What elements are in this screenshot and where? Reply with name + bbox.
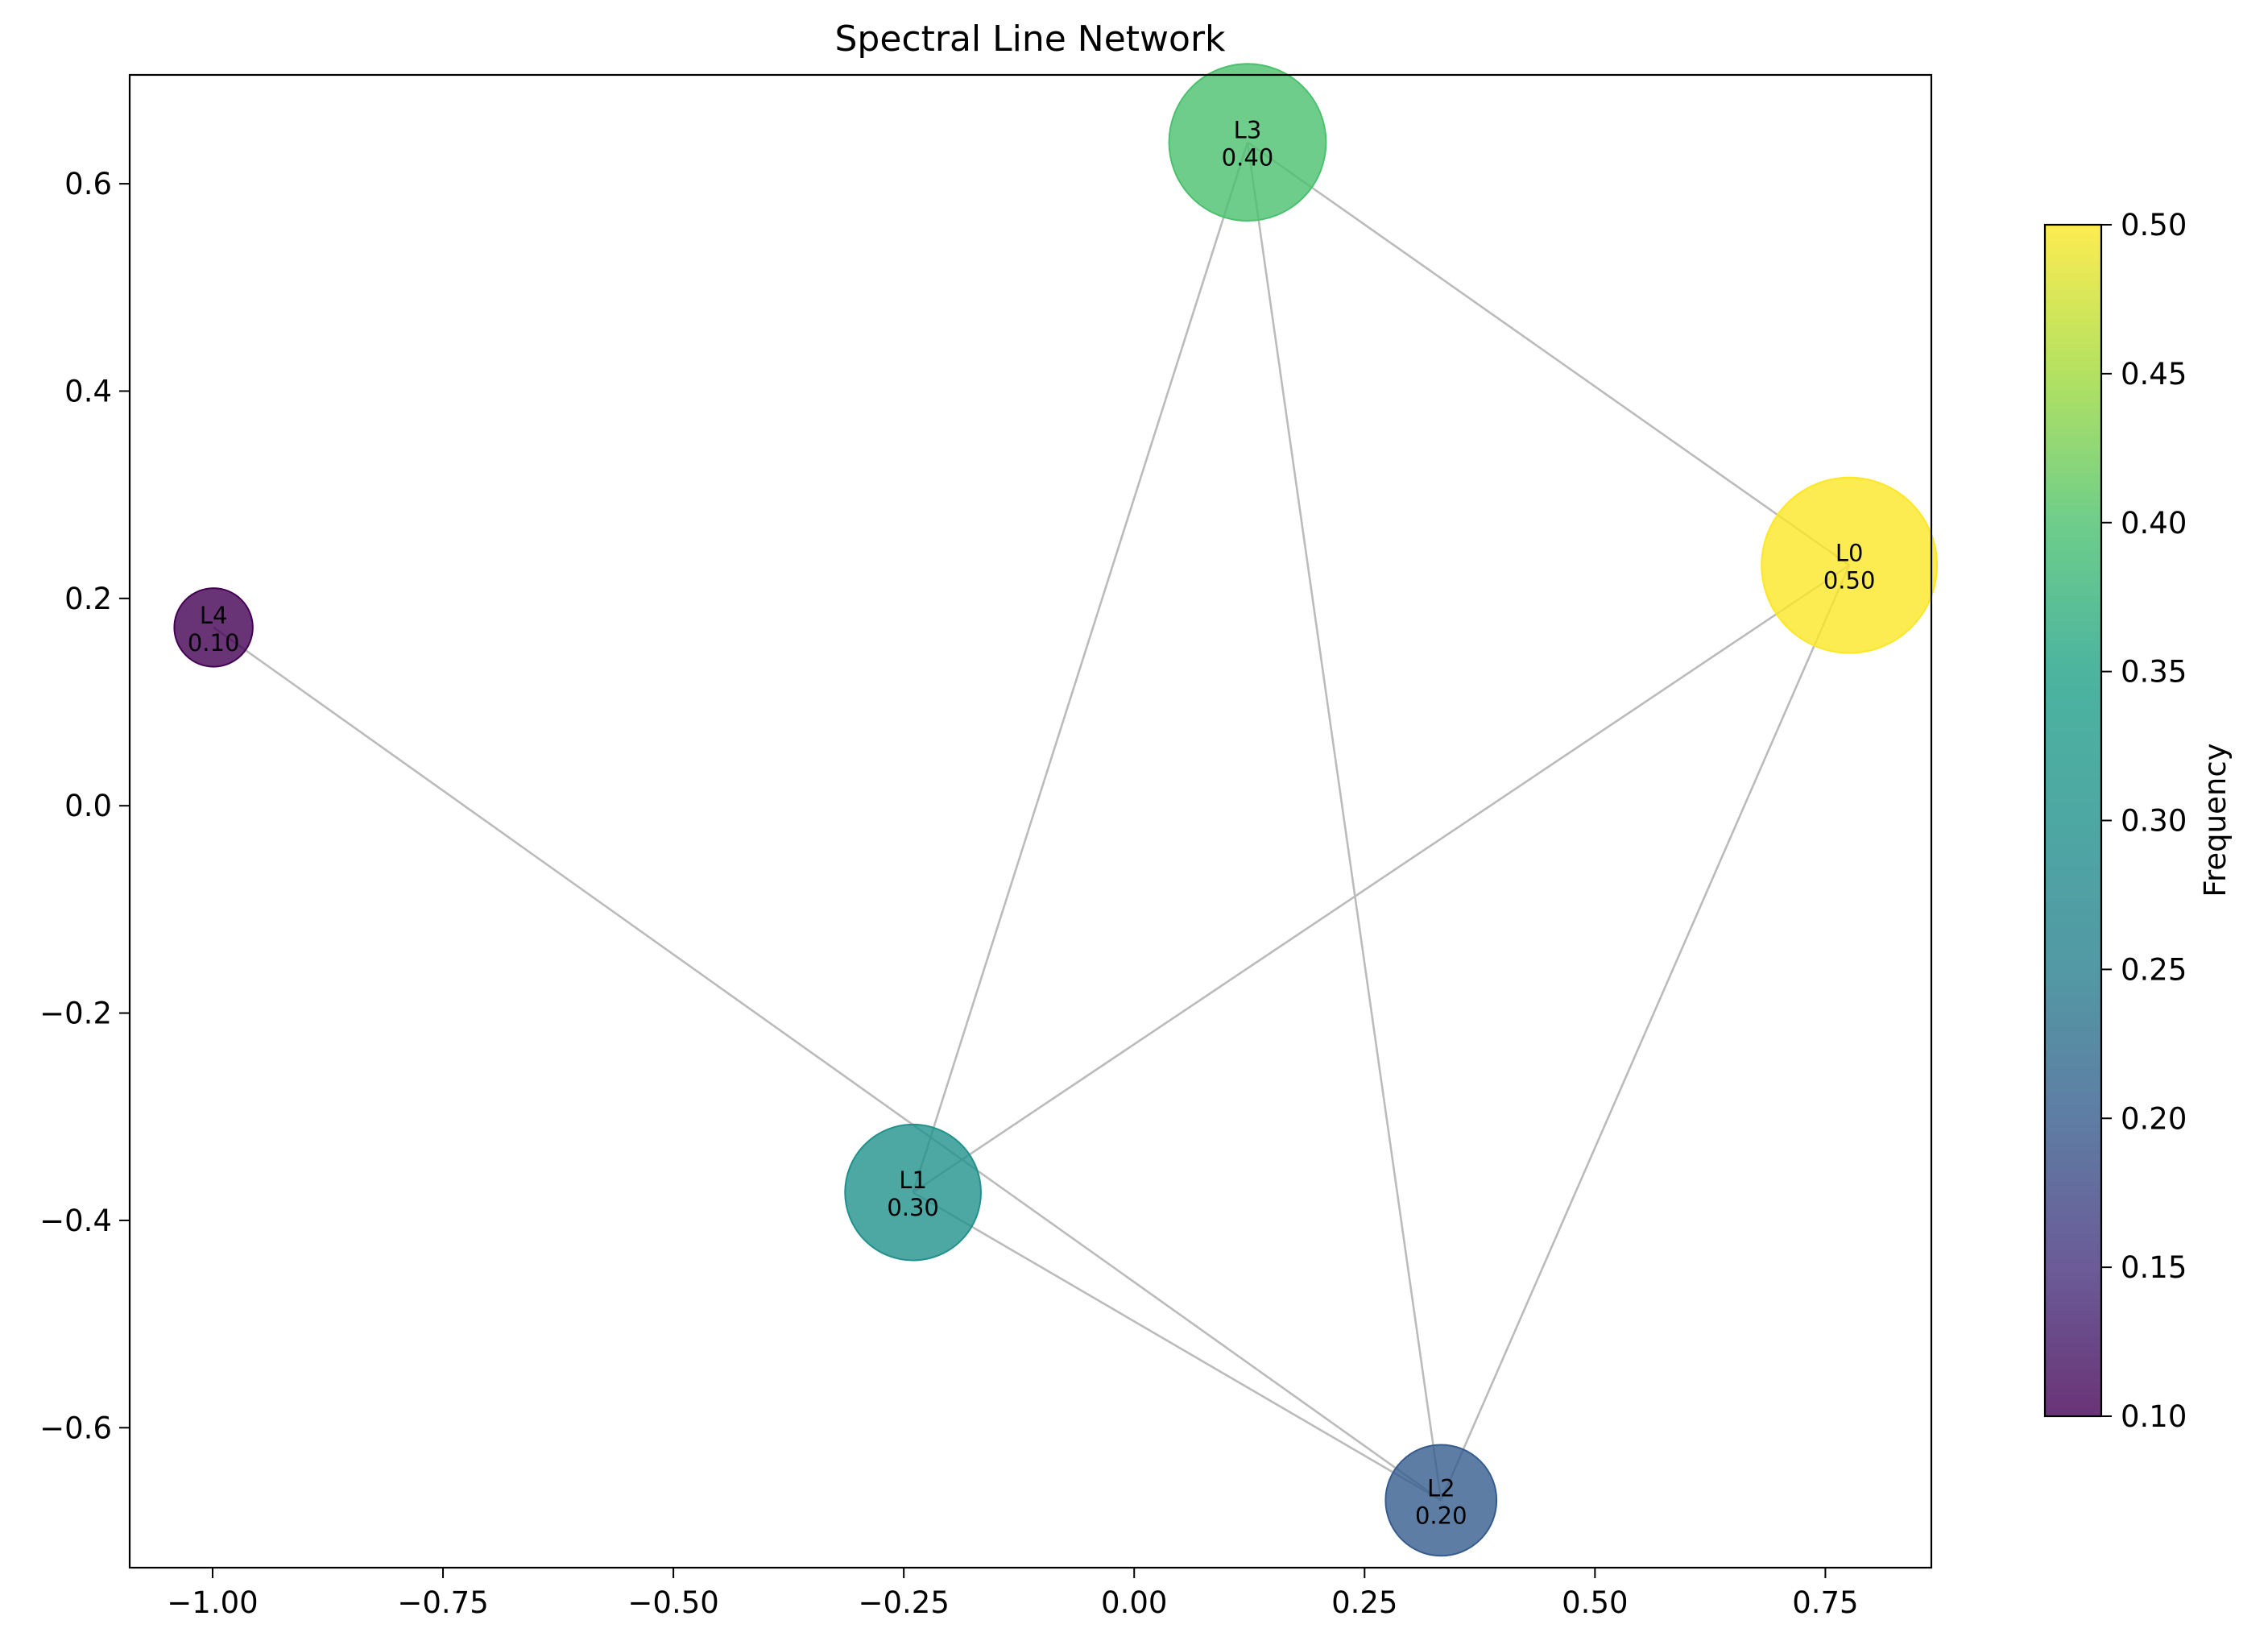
edges-layer <box>213 141 1851 1502</box>
x-tick-label: 0.25 <box>1331 1585 1397 1620</box>
y-tick-label: 0.2 <box>64 582 112 616</box>
nodes-layer <box>173 63 1939 1557</box>
node-L0-frequency-label: 0.50 <box>1823 567 1876 595</box>
node-L4 <box>173 587 254 668</box>
colorbar-tick-label: 0.40 <box>2121 506 2187 541</box>
edge-L0-L2 <box>1440 565 1851 1501</box>
node-L2 <box>1384 1444 1498 1557</box>
colorbar-tick-label: 0.45 <box>2121 357 2187 392</box>
colorbar-gradient <box>2045 225 2101 1416</box>
node-labels-layer: L00.50 L10.30 L20.20 L30.40 L40.10 <box>188 117 1876 1530</box>
colorbar: 0.50 0.45 0.40 0.35 0.30 0.25 0.20 0.15 0.10 Fre… <box>2043 208 2233 1434</box>
colorbar-tick-label: 0.20 <box>2121 1101 2187 1136</box>
x-axis: −1.00 −0.75 −0.50 −0.25 0.00 0.25 0.50 0.75 <box>167 1568 1859 1620</box>
x-tick-label: 0.50 <box>1562 1585 1628 1620</box>
node-L1-name-label: L1 <box>899 1166 927 1194</box>
y-tick-label: −0.2 <box>39 997 112 1031</box>
node-L2-name-label: L2 <box>1427 1474 1455 1502</box>
y-axis: 0.6 0.4 0.2 0.0 −0.2 −0.4 −0.6 <box>39 167 130 1445</box>
chart-title: Spectral Line Network <box>834 19 1226 60</box>
node-L1-frequency-label: 0.30 <box>887 1194 939 1221</box>
node-L2-frequency-label: 0.20 <box>1415 1502 1467 1529</box>
x-tick-label: 0.75 <box>1792 1585 1858 1620</box>
node-L3 <box>1168 63 1327 222</box>
x-tick-label: 0.00 <box>1101 1585 1167 1620</box>
colorbar-tick-label: 0.10 <box>2121 1399 2187 1434</box>
colorbar-tick-label: 0.35 <box>2121 655 2187 690</box>
node-L4-frequency-label: 0.10 <box>188 629 240 657</box>
x-tick-label: −1.00 <box>167 1585 258 1620</box>
colorbar-tick-label: 0.30 <box>2121 804 2187 839</box>
edge-L0-L1 <box>912 564 1850 1194</box>
node-L0 <box>1761 476 1939 654</box>
plot-frame <box>128 73 1933 1569</box>
edge-L4-L2 <box>213 626 1442 1502</box>
y-tick-label: −0.6 <box>39 1411 112 1445</box>
node-L1 <box>844 1123 982 1262</box>
colorbar-label: Frequency <box>2198 743 2233 897</box>
y-tick-label: 0.6 <box>64 167 112 201</box>
edge-L3-L0 <box>1247 141 1850 566</box>
node-L0-name-label: L0 <box>1836 540 1864 567</box>
edge-L3-L2 <box>1246 142 1442 1501</box>
x-tick-label: −0.75 <box>397 1585 488 1620</box>
y-tick-label: 0.0 <box>64 789 112 823</box>
x-tick-label: −0.50 <box>627 1585 718 1620</box>
y-tick-label: 0.4 <box>64 374 112 408</box>
x-tick-label: −0.25 <box>858 1585 949 1620</box>
colorbar-ticks: 0.50 0.45 0.40 0.35 0.30 0.25 0.20 0.15 0.10 <box>2101 208 2187 1434</box>
node-L3-name-label: L3 <box>1234 117 1262 144</box>
node-L4-name-label: L4 <box>200 602 228 629</box>
edge-L1-L2 <box>912 1191 1442 1502</box>
y-tick-label: −0.4 <box>39 1204 112 1238</box>
colorbar-tick-label: 0.50 <box>2121 208 2187 242</box>
colorbar-tick-label: 0.25 <box>2121 952 2187 987</box>
node-L3-frequency-label: 0.40 <box>1222 144 1274 172</box>
edge-L3-L1 <box>912 142 1249 1193</box>
colorbar-tick-label: 0.15 <box>2121 1250 2187 1285</box>
